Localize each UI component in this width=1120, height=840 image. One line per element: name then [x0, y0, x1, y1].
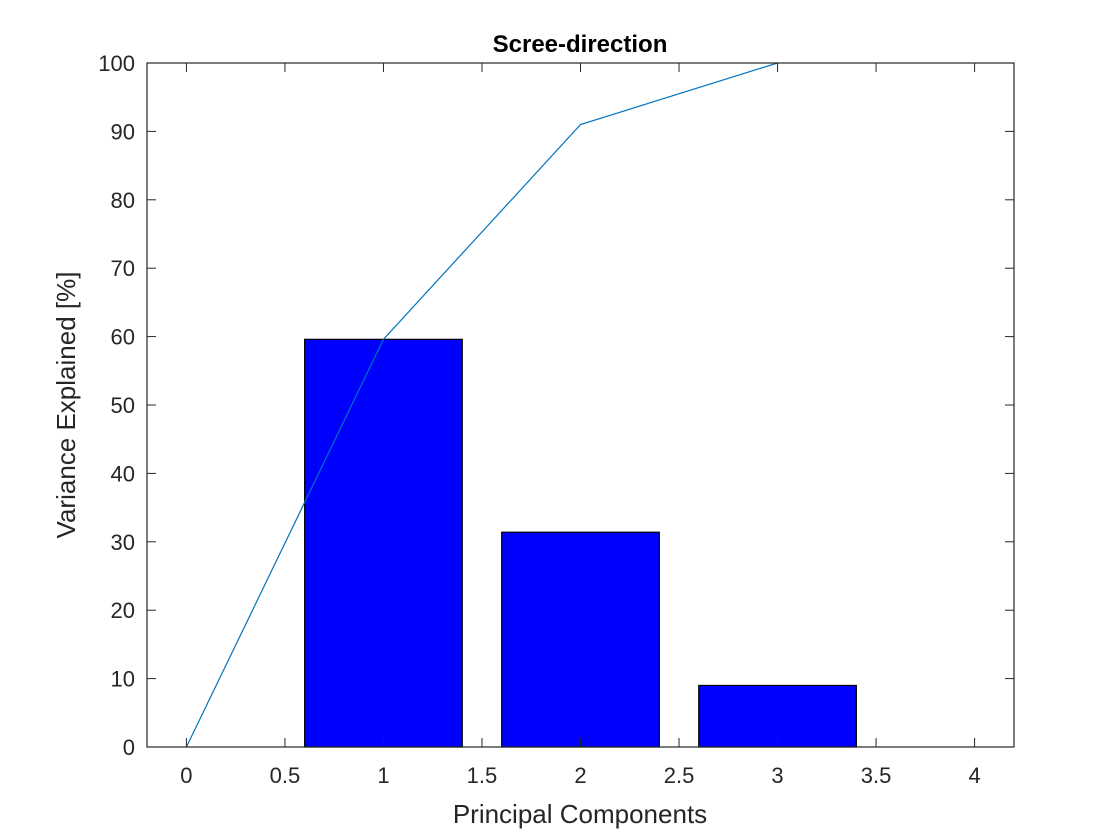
x-tick-label: 2	[574, 763, 586, 788]
y-axis-title: Variance Explained [%]	[51, 272, 81, 539]
cumulative-line	[185, 62, 778, 748]
y-tick-label: 70	[111, 256, 135, 281]
x-tick-label: 0	[180, 763, 192, 788]
y-tick-label: 30	[111, 530, 135, 555]
y-tick-label: 0	[123, 735, 135, 760]
x-tick-label: 3.5	[861, 763, 892, 788]
x-tick-label: 2.5	[664, 763, 695, 788]
y-tick-label: 100	[98, 51, 135, 76]
y-tick-label: 20	[111, 598, 135, 623]
tick-marks	[147, 62, 1014, 748]
x-axis-title: Principal Components	[453, 799, 707, 829]
bar-1	[304, 338, 463, 748]
x-tick-label: 3	[771, 763, 783, 788]
x-tick-label: 4	[968, 763, 980, 788]
x-tick-labels: 0 0.5 1 1.5 2 2.5 3 3.5 4	[180, 763, 980, 788]
y-tick-label: 60	[111, 325, 135, 350]
bar-2	[501, 531, 660, 748]
y-tick-label: 50	[111, 393, 135, 418]
bar-3	[698, 684, 857, 748]
x-tick-label: 0.5	[270, 763, 301, 788]
x-tick-label: 1.5	[467, 763, 498, 788]
y-tick-label: 40	[111, 461, 135, 486]
y-tick-label: 10	[111, 667, 135, 692]
x-tick-label: 1	[377, 763, 389, 788]
cumulative-line-series	[185, 62, 778, 748]
bar-series	[304, 338, 857, 748]
chart-title: Scree-direction	[493, 31, 668, 58]
y-tick-label: 90	[111, 119, 135, 144]
y-tick-label: 80	[111, 188, 135, 213]
y-tick-labels: 0 10 20 30 40 50 60 70 80 90 100	[98, 51, 135, 760]
